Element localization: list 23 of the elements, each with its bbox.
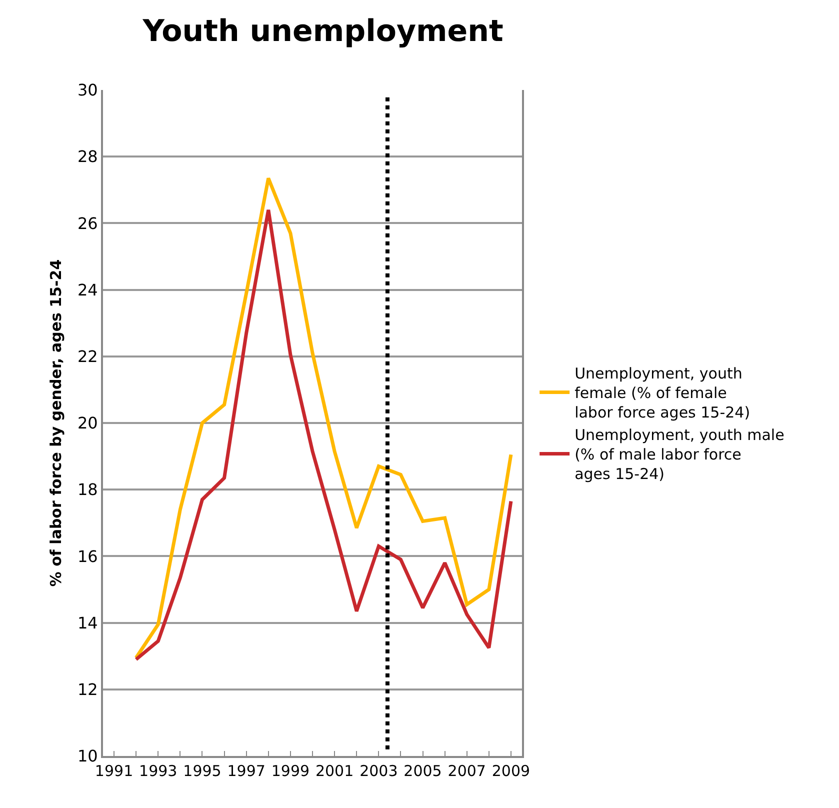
y-tick-label: 12 [77,680,98,699]
y-tick-label: 14 [77,613,98,632]
legend-label: Unemployment, youth male (% of male labor force ages 15-24) [574,426,784,484]
y-tick-label: 24 [77,280,98,300]
legend-label: Unemployment, youth female (% of female labor force ages 15-24) [574,364,750,422]
y-tick-label: 22 [77,347,98,366]
x-tick-label: 2003 [360,762,398,780]
x-tick-label: 1999 [271,762,310,780]
y-tick-label: 26 [77,214,98,233]
chart-title: Youth unemployment [142,14,504,50]
x-tick-label: 2007 [448,762,486,780]
x-tick-label: 1997 [227,762,266,780]
y-tick-label: 20 [77,414,98,433]
y-tick-label: 28 [77,147,98,166]
x-tick-label: 2001 [315,762,354,780]
x-tick-label: 2009 [492,762,530,780]
y-tick-label: 30 [77,80,98,100]
y-axis-title: % of labor force by gender, ages 15-24 [47,259,66,587]
y-tick-label: 18 [77,480,98,500]
x-tick-label: 1993 [139,762,178,780]
y-tick-label: 16 [77,546,98,566]
x-tick-label: 2005 [404,762,442,780]
x-tick-label: 1995 [183,762,222,780]
